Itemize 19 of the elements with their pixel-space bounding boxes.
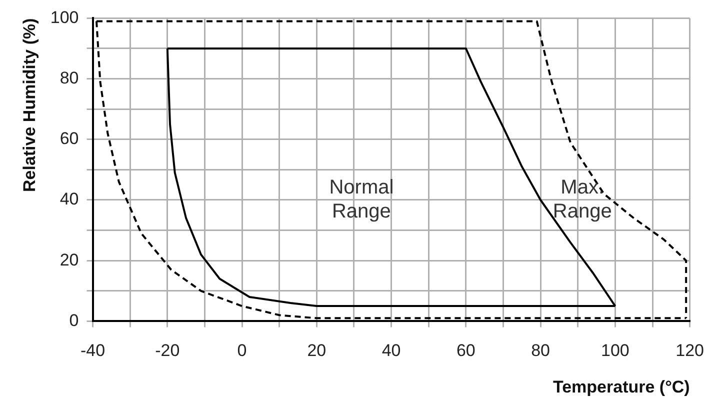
x-tick-label: 0	[237, 341, 247, 360]
x-tick-label: 40	[382, 341, 401, 360]
annotation: Max. Range	[552, 176, 612, 223]
x-tick-label: 100	[601, 341, 630, 360]
x-tick-label: -20	[155, 341, 180, 360]
x-tick-label: 60	[456, 341, 476, 360]
y-tick-label: 80	[60, 68, 79, 88]
annotation: Normal Range	[329, 176, 394, 223]
x-tick-label: 20	[307, 341, 326, 360]
y-tick-label: 40	[60, 190, 79, 209]
x-axis-title: Temperature (°C)	[552, 377, 690, 396]
y-tick-label: 60	[60, 129, 79, 148]
x-tick-label: 80	[531, 341, 550, 360]
y-tick-label: 0	[69, 310, 79, 330]
x-tick-label: -40	[80, 341, 106, 360]
x-tick-label: 120	[676, 341, 704, 360]
y-tick-label: 100	[50, 8, 79, 27]
y-tick-label: 20	[60, 250, 79, 270]
y-axis-title: Relative Humidity (%)	[20, 18, 39, 192]
